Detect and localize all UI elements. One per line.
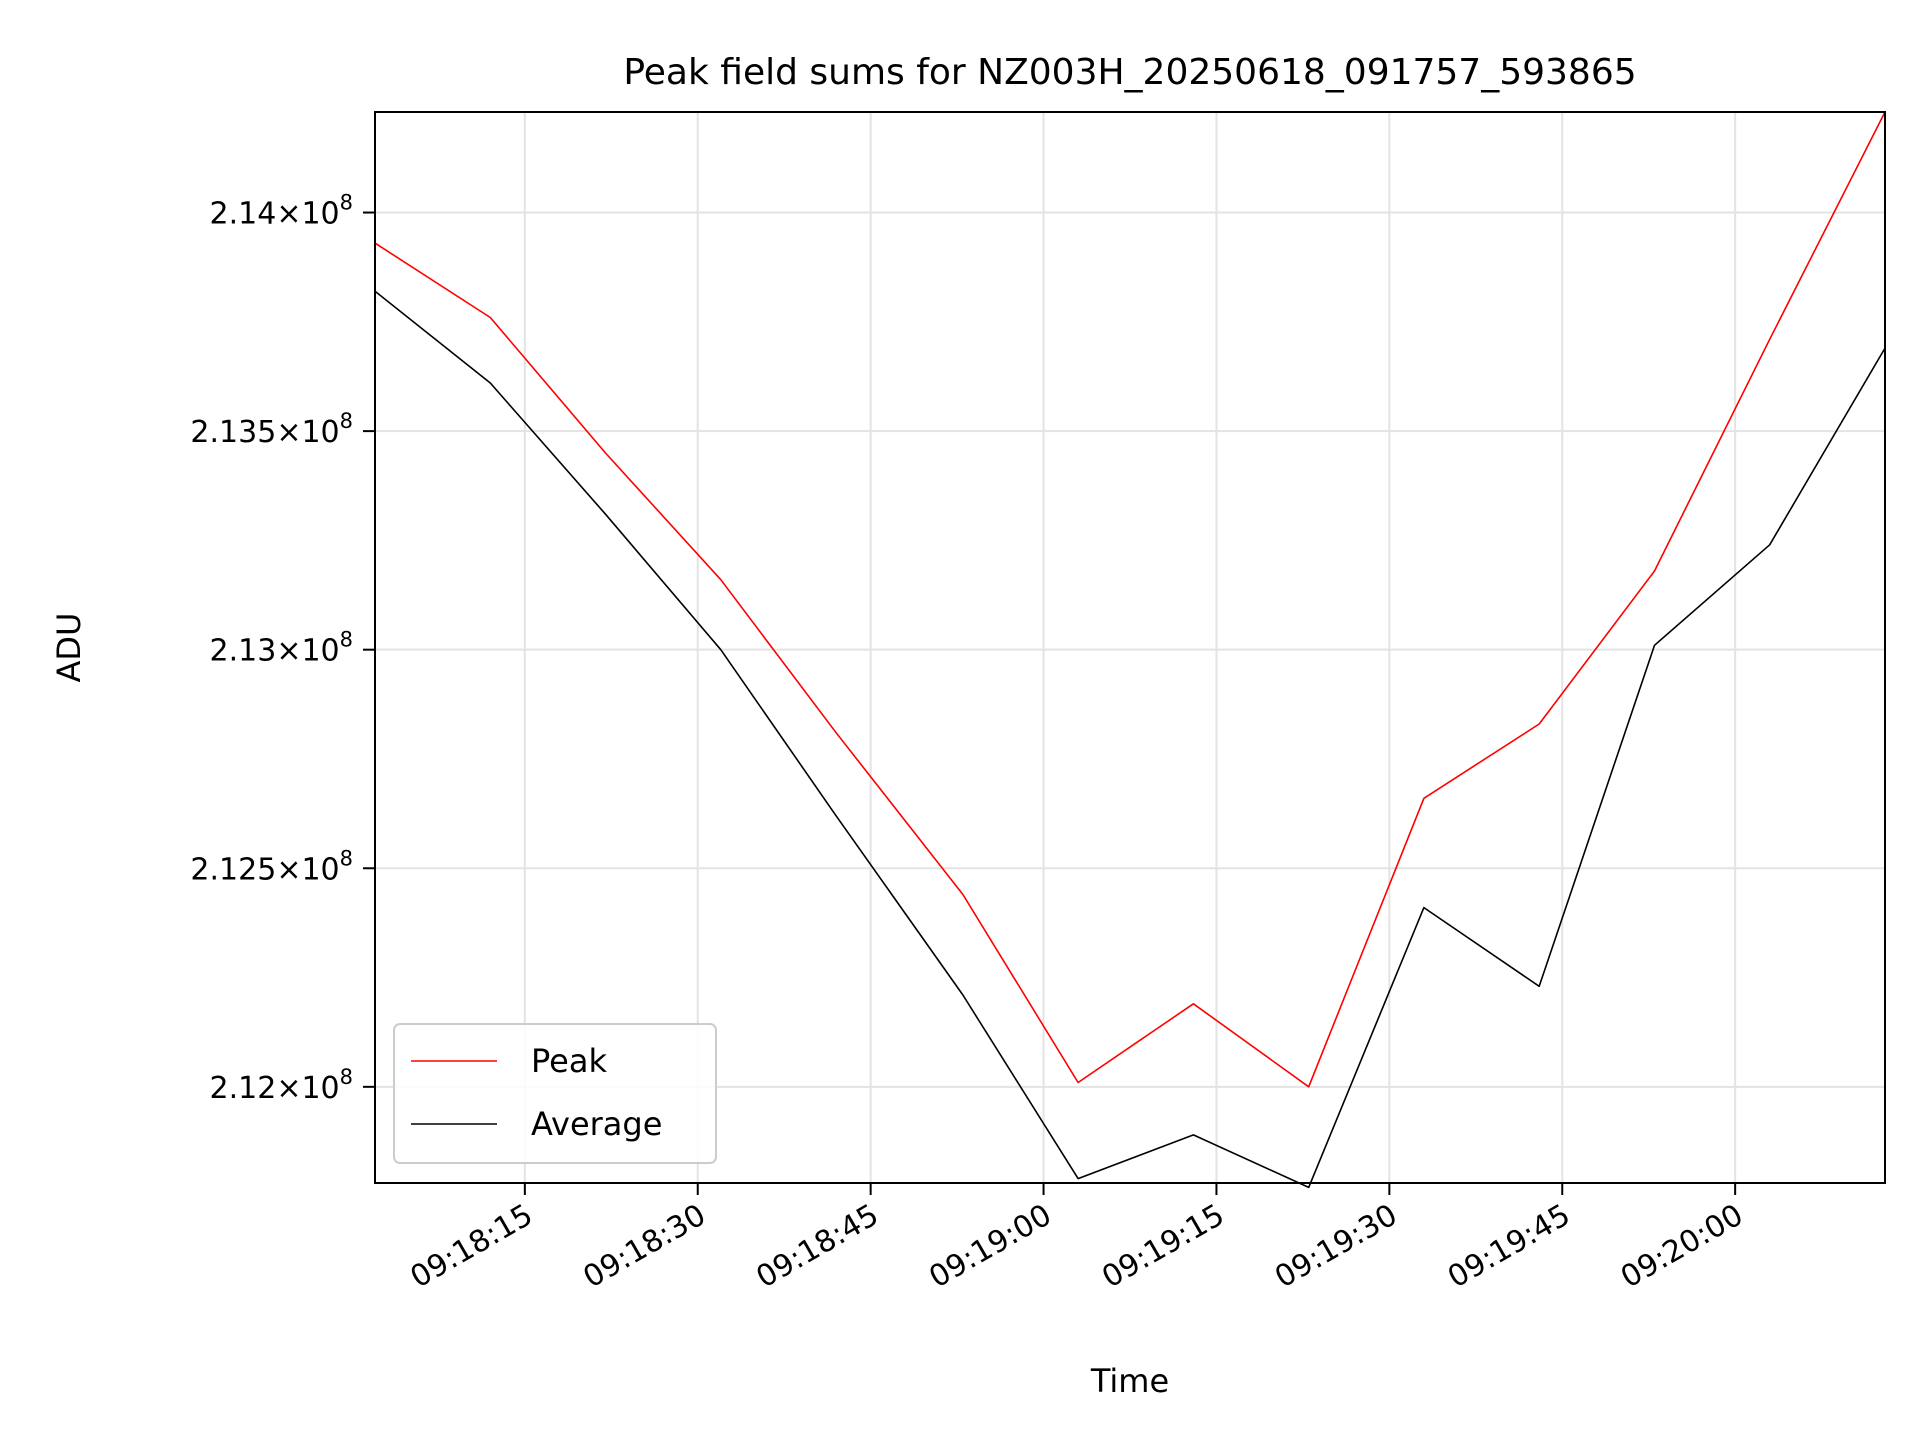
legend: Peak Average <box>393 1023 717 1164</box>
y-tick-label: 2.12×108 <box>210 1065 353 1106</box>
y-axis-ticks: 2.12×108 2.125×108 2.13×108 2.135×108 2.14×1… <box>190 191 375 1106</box>
legend-label-peak: Peak <box>531 1042 607 1080</box>
y-tick-label: 2.125×108 <box>190 846 353 887</box>
x-axis-label: Time <box>1090 1362 1169 1400</box>
y-tick-label: 2.13×108 <box>210 628 353 669</box>
y-axis-label: ADU <box>50 613 88 683</box>
y-tick-label: 2.14×108 <box>210 191 353 232</box>
series-line-average <box>374 290 1886 1189</box>
legend-label-average: Average <box>531 1105 662 1143</box>
plot-frame <box>374 111 1886 1184</box>
legend-box <box>393 1023 717 1164</box>
series-lines <box>374 111 1886 1189</box>
chart-title: Peak field sums for NZ003H_20250618_0917… <box>623 52 1636 93</box>
series-line-peak <box>374 111 1886 1088</box>
y-tick-label: 2.135×108 <box>190 409 353 450</box>
